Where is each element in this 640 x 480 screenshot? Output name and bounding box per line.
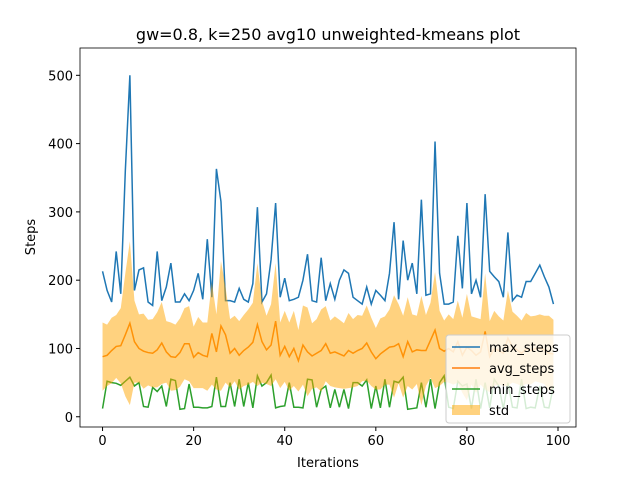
plot-frame (79, 47, 577, 428)
legend-label: max_steps (489, 341, 559, 356)
legend-label: min_steps (489, 383, 555, 398)
y-tick-label: 0 (65, 411, 73, 426)
chart-title: gw=0.8, k=250 avg10 unweighted-kmeans pl… (136, 25, 520, 44)
x-tick-label: 20 (185, 434, 202, 449)
x-tick-label: 100 (546, 434, 571, 449)
y-tick-label: 200 (48, 274, 73, 289)
legend-box (445, 334, 571, 424)
legend-label: std (489, 404, 509, 419)
y-axis-label: Steps (24, 219, 39, 256)
series-line (101, 75, 555, 307)
x-tick-label: 0 (98, 434, 106, 449)
x-tick-label: 60 (368, 434, 385, 449)
x-axis-label: Iterations (297, 456, 359, 471)
y-tick-label: 500 (48, 69, 73, 84)
std-band (102, 241, 554, 406)
y-tick-label: 400 (48, 138, 73, 153)
y-tick-label: 100 (48, 342, 73, 357)
x-tick-label: 80 (459, 434, 476, 449)
y-tick-label: 300 (48, 206, 73, 221)
legend-swatch (452, 405, 480, 415)
x-tick-label: 40 (276, 434, 293, 449)
legend-label: avg_steps (489, 362, 555, 377)
